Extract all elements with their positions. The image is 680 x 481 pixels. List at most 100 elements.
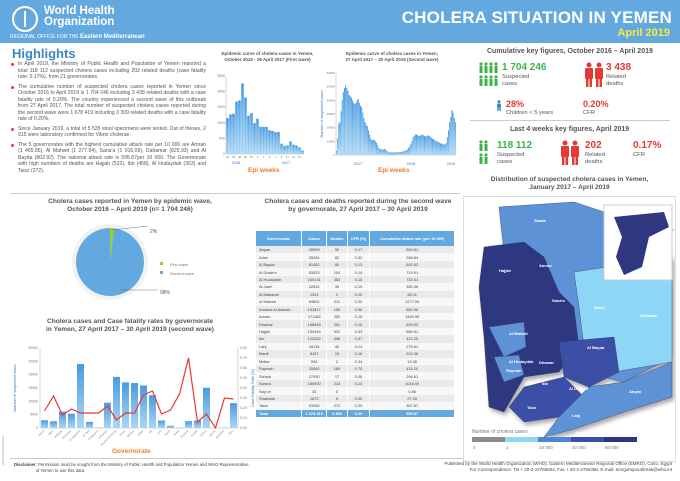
epi-bar (454, 122, 456, 155)
table-cell: Al Mahwit (256, 298, 302, 306)
table-cell: 0.15 (347, 283, 371, 291)
table-cell: 224.38 (369, 350, 455, 358)
x-tick-label: 46 (232, 155, 236, 159)
epi-bar (450, 116, 452, 155)
map-label: Al Hudaydah (509, 359, 534, 364)
x-tick-label: Say'on (208, 428, 217, 437)
y-tick-label-right: 0.10 (240, 416, 247, 420)
pie-title: Cholera cases reported in Yemen by epide… (48, 198, 212, 213)
epi-bar (382, 149, 384, 155)
epi-bar (410, 144, 412, 155)
highlights-list: In April 2019, the Ministry of Public He… (10, 61, 206, 177)
table-cell: 500.51 (369, 246, 455, 254)
epi-bar (403, 151, 405, 155)
epi-bar (404, 150, 406, 155)
table-cell: 594 (301, 357, 328, 365)
epi-bar (360, 105, 362, 155)
epi-bar (366, 126, 368, 155)
leader-line (111, 225, 149, 231)
table-cell: Sana'a (256, 379, 302, 388)
x-tick-label: 13 (292, 155, 296, 159)
table-cell: 732.01 (369, 275, 455, 284)
epi-bar (344, 88, 346, 155)
y-axis-label-right: Case Fatality Rate (%) (251, 368, 255, 407)
table-cell: 0.06 (347, 372, 371, 380)
y-tick-label: 0 (333, 153, 335, 157)
epi-bar (244, 97, 247, 154)
table-cell: 80 (326, 260, 348, 269)
l4-cfr-label: CFR (633, 152, 645, 158)
table-cell: Taizz (256, 402, 302, 410)
table-row: Al Jawf 22814 35 0.15 390.36 (256, 283, 455, 291)
table-cell: 53523 (301, 268, 328, 276)
table-cell: Raymah (256, 365, 302, 373)
epi-bar (421, 134, 423, 155)
epi-bar (408, 148, 410, 155)
y-tick-label-left: 5000 (30, 413, 38, 417)
table-cell: 458 (326, 335, 348, 343)
epi-bar (380, 149, 382, 155)
table-cell: 27930 (301, 372, 328, 380)
gov-chart-title: Cholera cases and Case fatality rates by… (46, 318, 214, 333)
cum-cfr-value: 0.20% (583, 99, 609, 109)
epi-bar (377, 145, 379, 155)
epi-bar (361, 107, 363, 155)
table-row: Aden 25264 82 0.32 268.84 (256, 253, 455, 261)
table-cell: 0.18 (347, 350, 371, 358)
table-title: Cholera cases and deaths reported during… (264, 198, 452, 213)
table-cell: 0.15 (347, 320, 371, 328)
epi-bar (348, 94, 350, 155)
x-tick-label: Abyan (37, 428, 45, 436)
map-label: Abyan (629, 389, 642, 394)
x-tick-label: Al Mahwit (97, 429, 108, 440)
cum-cfr-label: CFR (583, 110, 595, 116)
x-tick-label: Hajjah (136, 428, 144, 436)
x-tick-label: Amran (118, 428, 127, 437)
table-cell: Dhamar (256, 320, 302, 328)
correspondence: For Correspondence: Tel + 20-2-22765604,… (469, 467, 672, 472)
highlight-item: The cumulative number of suspected chole… (10, 84, 206, 123)
page-title: CHOLERA SITUATION IN YEMEN (401, 8, 672, 27)
epi-bar (449, 122, 451, 155)
legend-swatch (538, 437, 571, 442)
table-row: Dhamar 168549 251 0.15 825.93 (256, 320, 455, 328)
table-cell: 2 (326, 290, 348, 299)
table-cell: 802.92 (369, 260, 455, 269)
epi-first-xlabel: Epi weeks (248, 167, 280, 174)
epi-bar (396, 152, 398, 155)
legend-swatch-second (160, 271, 163, 274)
epi-bar (428, 135, 430, 155)
table-cell: Sa'ada (256, 372, 302, 380)
table-cell: 1016.09 (369, 379, 455, 388)
legend-tick-label: 1 (506, 445, 509, 450)
table-cell: Shabwah (256, 394, 302, 403)
y-tick-label: 50000 (327, 85, 336, 89)
y-tick-label: 40000 (327, 98, 336, 102)
legend-tick-label: 20 000 (572, 445, 586, 450)
year-label: 2017 (354, 162, 362, 166)
epi-bar (336, 150, 338, 155)
l4-cfr-value: 0.17% (633, 140, 662, 151)
table-cell: 1465.95 (369, 312, 455, 321)
epi-bar (393, 152, 395, 155)
table-cell: 650.98 (369, 305, 455, 313)
divider (10, 458, 670, 459)
table-row: Al Maharah 1291 2 0.15 85.11 (256, 290, 455, 299)
yemen-map: SaadaAl JawfAmanat Al AsimahHajjahAmranA… (463, 196, 676, 462)
legend-swatch-first (160, 262, 163, 265)
table-row: Ibb 123252 458 0.37 412.25 (256, 335, 455, 343)
table-cell: 171168 (301, 312, 328, 321)
table-cell: Ibb (256, 335, 302, 343)
epi-bar (357, 98, 359, 155)
org-region: REGIONAL OFFICE FOR THE Eastern Mediterr… (10, 34, 145, 40)
table-cell: 0.14 (347, 342, 371, 351)
epi-bar (413, 135, 415, 155)
case-bar (77, 363, 84, 428)
epi-bar (241, 83, 244, 154)
epi-bar (440, 143, 442, 155)
table-cell: 268.84 (369, 253, 455, 261)
epi-bar (370, 138, 372, 155)
map-label: Amran (539, 263, 552, 268)
epi-bar (400, 151, 402, 155)
